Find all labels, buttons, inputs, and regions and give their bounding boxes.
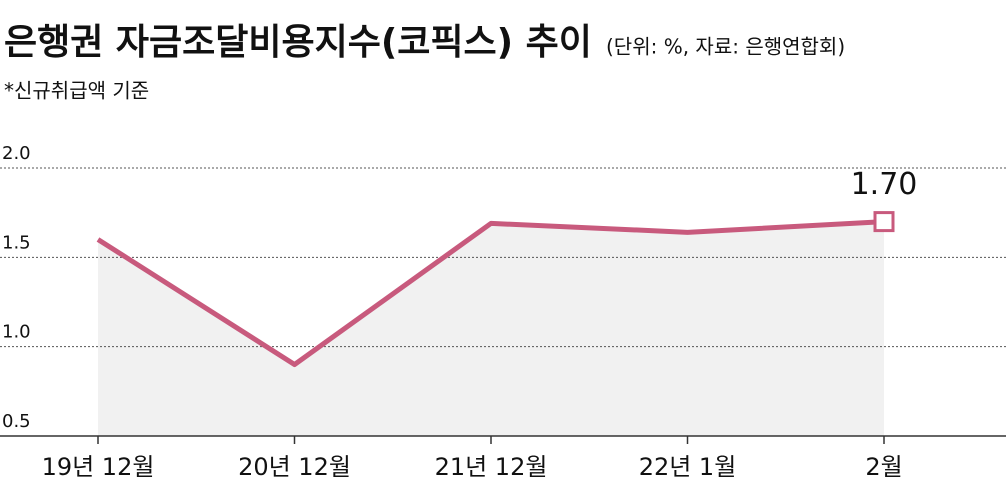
y-tick-label: 0.5 bbox=[2, 411, 31, 432]
x-tick-label: 2월 bbox=[865, 453, 902, 481]
value-label: 1.70 bbox=[851, 167, 918, 202]
chart-title: 은행권 자금조달비용지수(코픽스) 추이 bbox=[4, 22, 592, 63]
y-tick-label: 1.0 bbox=[2, 322, 31, 343]
area bbox=[98, 221, 884, 436]
point-marker bbox=[873, 211, 895, 233]
x-tick-label: 21년 12월 bbox=[435, 453, 548, 481]
line bbox=[96, 219, 885, 368]
y-tick-label: 1.5 bbox=[2, 232, 31, 253]
chart-subtitle: (단위: %, 자료: 은행연합회) bbox=[606, 35, 845, 59]
x-tick-label: 22년 1월 bbox=[639, 453, 737, 481]
annotation: *신규취급액 기준 bbox=[4, 79, 149, 103]
x-tick-label: 20년 12월 bbox=[238, 453, 351, 481]
y-tick-label: 2.0 bbox=[2, 143, 31, 164]
x-tick-label: 19년 12월 bbox=[42, 453, 155, 481]
